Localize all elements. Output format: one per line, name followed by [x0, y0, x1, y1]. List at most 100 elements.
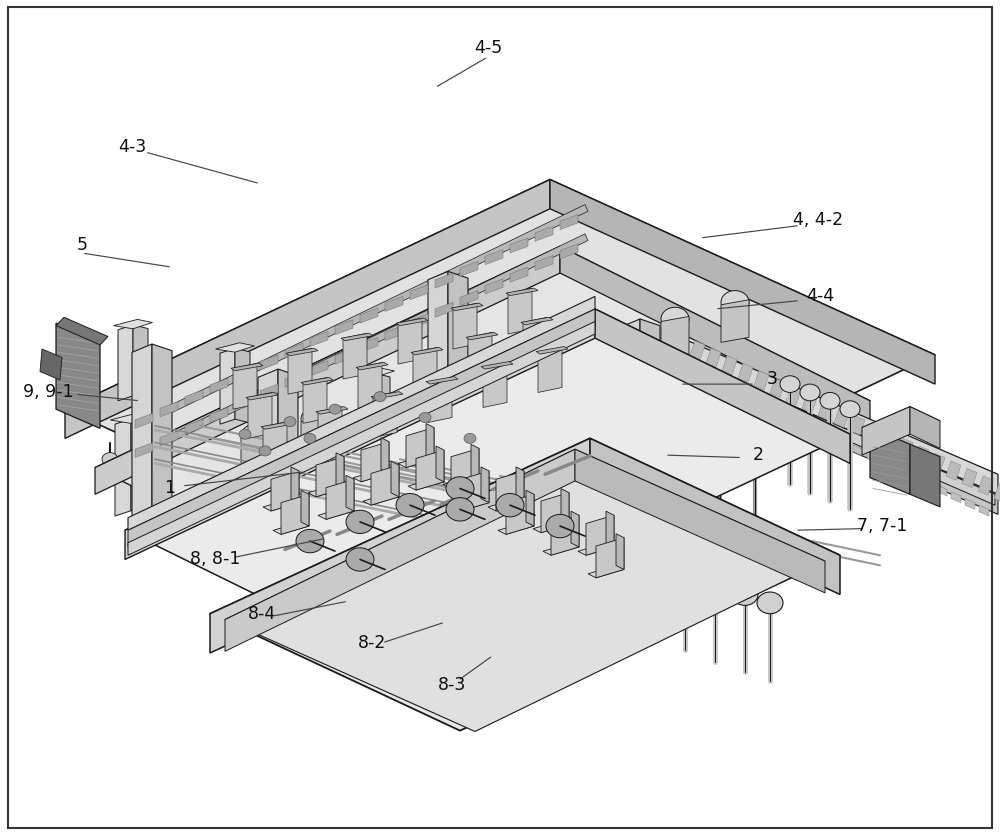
Polygon shape — [786, 386, 801, 405]
Circle shape — [673, 524, 697, 544]
Circle shape — [757, 592, 783, 614]
Circle shape — [421, 374, 449, 397]
Polygon shape — [448, 271, 468, 462]
Polygon shape — [481, 362, 513, 369]
Polygon shape — [318, 407, 342, 453]
Polygon shape — [316, 407, 348, 414]
Polygon shape — [285, 343, 303, 358]
Polygon shape — [770, 378, 785, 397]
Circle shape — [541, 341, 569, 364]
Circle shape — [672, 561, 698, 583]
Polygon shape — [488, 498, 524, 511]
Polygon shape — [994, 483, 1000, 503]
Polygon shape — [128, 296, 595, 530]
Circle shape — [374, 392, 386, 402]
Polygon shape — [979, 505, 989, 516]
Polygon shape — [125, 309, 850, 655]
Polygon shape — [590, 438, 840, 595]
Polygon shape — [535, 226, 553, 241]
Circle shape — [284, 417, 296, 427]
Polygon shape — [195, 402, 385, 494]
Circle shape — [396, 493, 424, 517]
Circle shape — [721, 291, 749, 314]
Polygon shape — [853, 445, 863, 456]
Polygon shape — [65, 180, 550, 438]
Circle shape — [642, 550, 668, 572]
Circle shape — [546, 514, 574, 538]
Text: 8-3: 8-3 — [438, 676, 466, 694]
Polygon shape — [713, 378, 723, 389]
Polygon shape — [485, 279, 503, 294]
Circle shape — [800, 384, 820, 401]
Polygon shape — [335, 320, 353, 335]
Polygon shape — [318, 507, 354, 519]
Polygon shape — [505, 398, 520, 474]
Polygon shape — [535, 256, 553, 271]
Polygon shape — [360, 308, 378, 323]
Polygon shape — [802, 393, 817, 412]
Polygon shape — [361, 400, 389, 443]
Polygon shape — [310, 361, 328, 376]
Text: 3: 3 — [767, 370, 778, 388]
Polygon shape — [160, 431, 178, 446]
Polygon shape — [461, 471, 489, 511]
Circle shape — [102, 453, 118, 466]
Polygon shape — [95, 246, 870, 622]
Circle shape — [820, 392, 840, 409]
Polygon shape — [210, 407, 228, 423]
Polygon shape — [436, 360, 452, 455]
Polygon shape — [335, 349, 353, 364]
Polygon shape — [508, 288, 532, 334]
Polygon shape — [95, 246, 560, 494]
Polygon shape — [435, 302, 453, 317]
Polygon shape — [281, 494, 309, 534]
Polygon shape — [727, 385, 737, 396]
Polygon shape — [460, 261, 478, 276]
Polygon shape — [235, 348, 250, 423]
Polygon shape — [135, 443, 153, 458]
Polygon shape — [210, 438, 840, 731]
Polygon shape — [661, 316, 689, 359]
Polygon shape — [560, 246, 870, 428]
Text: 4, 4-2: 4, 4-2 — [793, 211, 843, 230]
Polygon shape — [866, 423, 881, 443]
Polygon shape — [260, 355, 278, 370]
Polygon shape — [541, 350, 569, 392]
Polygon shape — [396, 318, 428, 326]
Polygon shape — [152, 344, 172, 534]
Polygon shape — [373, 392, 397, 438]
Polygon shape — [606, 511, 614, 547]
Polygon shape — [428, 377, 452, 423]
Polygon shape — [420, 360, 436, 457]
Polygon shape — [415, 354, 457, 364]
Polygon shape — [410, 285, 428, 300]
Polygon shape — [620, 319, 640, 511]
Polygon shape — [235, 396, 253, 411]
Polygon shape — [516, 467, 524, 503]
Polygon shape — [200, 436, 242, 446]
Polygon shape — [410, 314, 428, 329]
Text: 4-4: 4-4 — [806, 287, 834, 306]
Polygon shape — [225, 449, 575, 651]
Polygon shape — [596, 538, 624, 578]
Polygon shape — [225, 449, 825, 731]
Polygon shape — [839, 438, 849, 449]
Polygon shape — [923, 478, 933, 489]
Polygon shape — [233, 363, 257, 409]
Polygon shape — [811, 425, 821, 436]
Circle shape — [241, 424, 269, 448]
Polygon shape — [301, 417, 329, 459]
Circle shape — [372, 498, 388, 512]
Circle shape — [346, 510, 374, 534]
Polygon shape — [391, 461, 399, 497]
Polygon shape — [466, 332, 498, 340]
Polygon shape — [263, 422, 287, 468]
Circle shape — [732, 584, 758, 605]
Polygon shape — [930, 453, 945, 473]
Polygon shape — [690, 341, 705, 360]
Polygon shape — [699, 372, 709, 382]
Polygon shape — [595, 309, 850, 463]
Polygon shape — [371, 392, 403, 399]
Polygon shape — [210, 438, 590, 653]
Polygon shape — [681, 428, 697, 523]
